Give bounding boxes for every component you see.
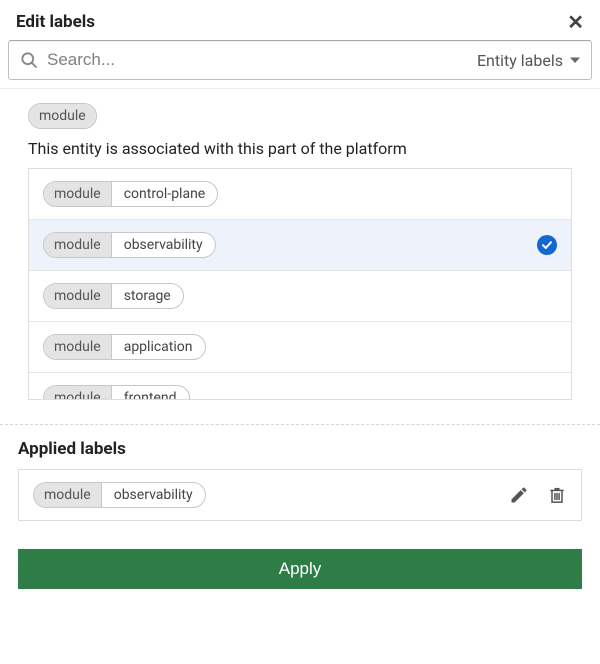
chip-value: storage xyxy=(112,284,183,308)
dialog-body: module This entity is associated with th… xyxy=(0,103,600,400)
chip-value: frontend xyxy=(112,386,189,400)
chip-key: module xyxy=(29,104,96,128)
dashed-separator xyxy=(0,424,600,425)
edit-labels-dialog: Edit labels ✕ Entity labels module This … xyxy=(0,0,600,607)
apply-button[interactable]: Apply xyxy=(18,549,582,589)
chip-key: module xyxy=(34,483,102,507)
label-chip: modulecontrol-plane xyxy=(43,181,218,207)
label-chip: moduleobservability xyxy=(33,482,206,508)
delete-icon[interactable] xyxy=(547,485,567,505)
label-chip: moduleapplication xyxy=(43,334,206,360)
separator xyxy=(0,88,600,89)
selected-check-icon xyxy=(537,235,557,255)
label-option-row[interactable]: moduleobservability xyxy=(29,220,571,271)
applied-labels-section: Applied labels moduleobservability xyxy=(0,439,600,535)
applied-labels-heading: Applied labels xyxy=(18,439,582,459)
edit-icon[interactable] xyxy=(509,485,529,505)
chip-value: observability xyxy=(112,233,215,257)
chip-key: module xyxy=(44,386,112,400)
label-options-list[interactable]: modulecontrol-planemoduleobservabilitymo… xyxy=(28,168,572,400)
chip-key: module xyxy=(44,335,112,359)
chevron-down-icon xyxy=(569,51,581,70)
dialog-title: Edit labels xyxy=(16,12,95,32)
dialog-footer: Apply xyxy=(0,535,600,607)
filter-dropdown[interactable]: Entity labels xyxy=(477,51,581,70)
label-option-row[interactable]: modulefrontend xyxy=(29,373,571,400)
chip-key: module xyxy=(44,233,112,257)
applied-label-row: moduleobservability xyxy=(18,469,582,521)
applied-labels-list: moduleobservability xyxy=(18,469,582,521)
search-bar: Entity labels xyxy=(8,40,592,80)
search-input[interactable] xyxy=(39,50,477,70)
close-icon[interactable]: ✕ xyxy=(567,12,584,32)
chip-key: module xyxy=(44,284,112,308)
label-description: This entity is associated with this part… xyxy=(28,139,572,158)
label-option-row[interactable]: moduleapplication xyxy=(29,322,571,373)
chip-value: control-plane xyxy=(112,182,218,206)
chip-key: module xyxy=(44,182,112,206)
label-chip: modulestorage xyxy=(43,283,184,309)
chip-value: application xyxy=(112,335,205,359)
label-option-row[interactable]: modulecontrol-plane xyxy=(29,169,571,220)
filter-dropdown-label: Entity labels xyxy=(477,51,563,70)
label-chip: moduleobservability xyxy=(43,232,216,258)
label-chip: modulefrontend xyxy=(43,385,190,400)
label-option-row[interactable]: modulestorage xyxy=(29,271,571,322)
label-key-chip[interactable]: module xyxy=(28,103,97,129)
search-icon xyxy=(19,50,39,70)
chip-value: observability xyxy=(102,483,205,507)
dialog-header: Edit labels ✕ xyxy=(0,0,600,40)
